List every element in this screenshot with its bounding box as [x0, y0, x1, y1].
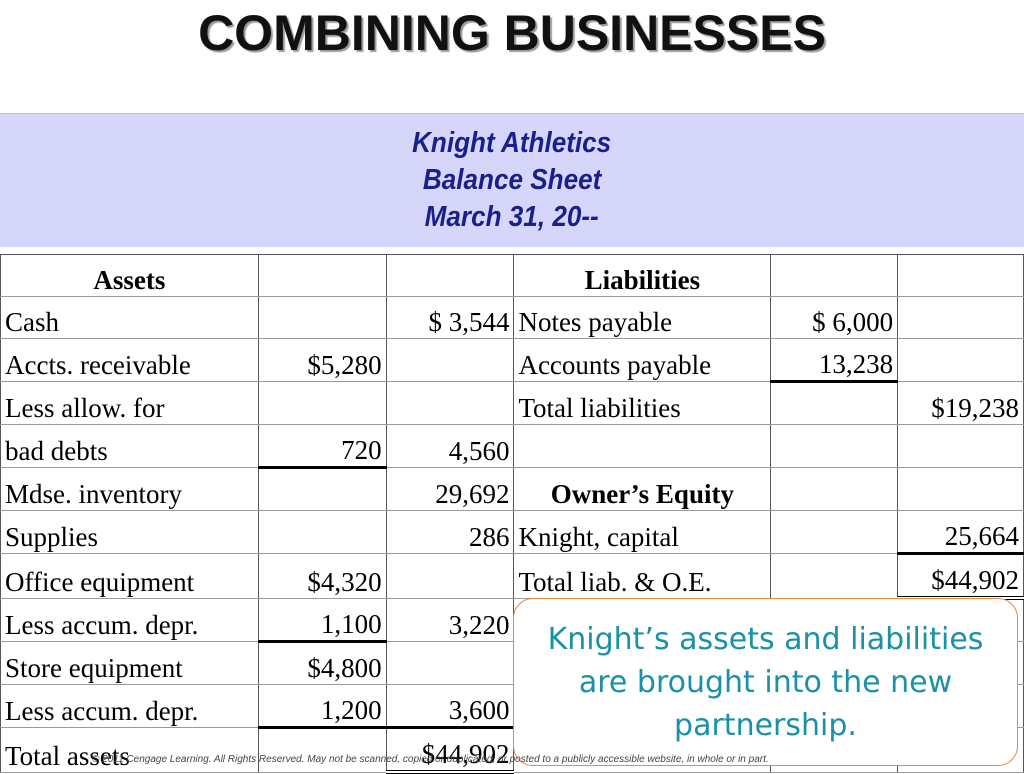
asset-label: Mdse. inventory [0, 467, 259, 511]
liability-label: Knight, capital [513, 510, 772, 554]
table-row: Accts. receivable $5,280 Accounts payabl… [0, 338, 1024, 383]
table-row: Less allow. for Total liabilities $19,23… [0, 381, 1024, 425]
liability-detail [770, 424, 899, 468]
asset-label: Office equipment [0, 553, 259, 599]
liability-label: Accounts payable [513, 338, 772, 382]
owners-equity-heading: Owner’s Equity [513, 467, 772, 511]
table-cell [770, 254, 899, 297]
asset-detail [257, 296, 387, 339]
table-row: Assets Liabilities [0, 254, 1024, 297]
liability-detail [770, 381, 899, 425]
liability-label: Total liabilities [513, 381, 772, 425]
asset-detail: 1,200 [257, 684, 387, 729]
company-name: Knight Athletics [412, 127, 612, 159]
liability-detail: $ 6,000 [770, 296, 899, 339]
asset-label: Less allow. for [0, 381, 259, 425]
table-row: Office equipment $4,320 Total liab. & O.… [0, 553, 1024, 600]
asset-amount: 3,600 [385, 684, 515, 729]
callout-text: Knight’s assets and liabilities are brou… [547, 621, 984, 743]
liability-amount [897, 467, 1024, 511]
asset-detail [257, 510, 387, 554]
asset-amount: 4,560 [385, 424, 515, 468]
liability-label [513, 424, 772, 468]
asset-amount: 29,692 [385, 467, 515, 511]
statement-header: Knight Athletics Balance Sheet March 31,… [0, 113, 1024, 247]
liability-detail [770, 467, 899, 511]
asset-label: Total assets [0, 727, 259, 773]
liability-detail [770, 553, 899, 599]
asset-detail [257, 381, 387, 425]
liability-amount: $44,902 [897, 553, 1024, 600]
slide-title: COMBINING BUSINESSES [198, 5, 826, 61]
asset-amount: 3,220 [385, 597, 515, 642]
liability-detail: 13,238 [770, 338, 899, 383]
liability-amount [897, 296, 1024, 339]
asset-label: Less accum. depr. [0, 597, 259, 642]
asset-amount [385, 381, 515, 425]
asset-amount: 286 [385, 510, 515, 554]
table-row: Cash $ 3,544 Notes payable $ 6,000 [0, 296, 1024, 339]
liabilities-heading: Liabilities [513, 254, 772, 297]
asset-detail: $4,320 [257, 553, 387, 599]
table-cell [897, 254, 1024, 297]
table-cell [385, 254, 515, 297]
asset-label: Less accum. depr. [0, 684, 259, 728]
asset-label: bad debts [0, 424, 259, 468]
asset-label: Accts. receivable [0, 338, 259, 382]
liability-amount [897, 338, 1024, 382]
asset-detail [257, 467, 387, 511]
asset-amount [385, 641, 515, 685]
table-row: Supplies 286 Knight, capital 25,664 [0, 510, 1024, 555]
asset-detail: 720 [257, 424, 387, 469]
statement-name: Balance Sheet [422, 164, 602, 196]
asset-label: Store equipment [0, 641, 259, 685]
table-row: Mdse. inventory 29,692 Owner’s Equity [0, 467, 1024, 511]
assets-heading: Assets [0, 254, 259, 297]
asset-amount [385, 338, 515, 382]
asset-amount: $ 3,544 [385, 296, 515, 339]
table-row: bad debts 720 4,560 [0, 424, 1024, 469]
table-cell [257, 254, 387, 297]
asset-label: Supplies [0, 510, 259, 554]
asset-label: Cash [0, 296, 259, 339]
callout-box: Knight’s assets and liabilities are brou… [513, 598, 1018, 766]
liability-amount: 25,664 [897, 510, 1024, 555]
asset-detail: 1,100 [257, 597, 387, 643]
liability-label: Total liab. & O.E. [513, 553, 772, 599]
asset-detail [257, 727, 387, 773]
statement-date: March 31, 20-- [424, 201, 600, 233]
copyright-footer: © 2011 Cengage Learning. All Rights Rese… [92, 754, 769, 765]
asset-detail: $5,280 [257, 338, 387, 382]
liability-amount: $19,238 [897, 381, 1024, 425]
liability-amount [897, 424, 1024, 468]
liability-label: Notes payable [513, 296, 772, 339]
asset-detail: $4,800 [257, 641, 387, 685]
asset-amount [385, 553, 515, 599]
asset-amount: $44,902 [385, 727, 515, 774]
liability-detail [770, 510, 899, 554]
